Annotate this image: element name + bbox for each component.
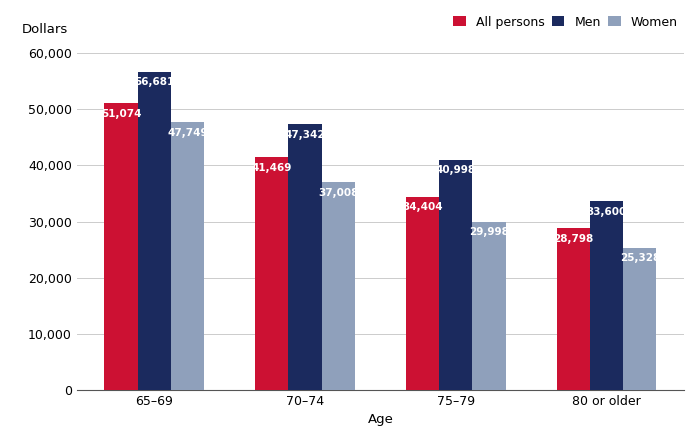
Text: Dollars: Dollars	[22, 23, 68, 36]
Bar	[255, 157, 288, 390]
Text: 47,749: 47,749	[167, 128, 207, 137]
Text: 37,008: 37,008	[318, 188, 358, 198]
Bar	[557, 228, 590, 390]
Bar	[288, 124, 322, 390]
Bar	[473, 222, 505, 390]
X-axis label: Age: Age	[367, 413, 394, 426]
Text: 28,798: 28,798	[554, 234, 593, 244]
Bar	[171, 122, 204, 390]
Legend: All persons, Men, Women: All persons, Men, Women	[453, 16, 678, 29]
Bar	[406, 197, 439, 390]
Text: 29,998: 29,998	[469, 227, 509, 237]
Text: 56,681: 56,681	[134, 78, 174, 87]
Bar	[138, 72, 171, 390]
Bar	[322, 182, 355, 390]
Text: 25,328: 25,328	[620, 253, 660, 263]
Text: 33,600: 33,600	[586, 207, 627, 217]
Text: 40,998: 40,998	[436, 165, 476, 175]
Bar	[590, 201, 623, 390]
Bar	[439, 160, 473, 390]
Text: 41,469: 41,469	[251, 163, 292, 173]
Text: 34,404: 34,404	[402, 202, 443, 212]
Bar	[105, 103, 138, 390]
Text: 51,074: 51,074	[101, 109, 141, 119]
Bar	[623, 248, 656, 390]
Text: 47,342: 47,342	[285, 130, 325, 140]
